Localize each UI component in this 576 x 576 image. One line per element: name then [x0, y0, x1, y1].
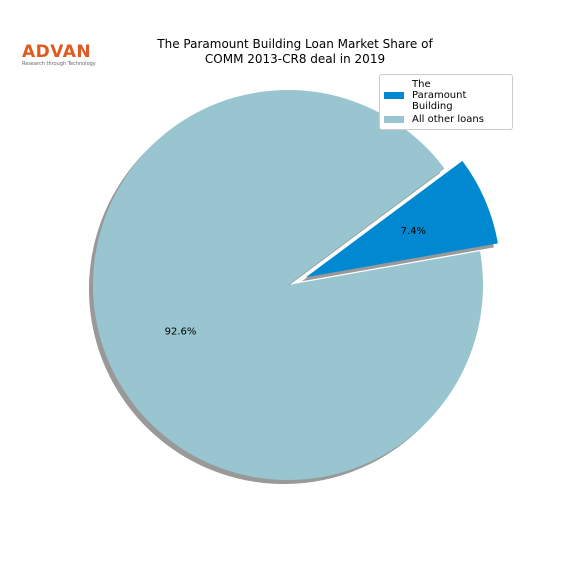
legend-swatch	[384, 92, 404, 99]
legend: The Paramount Building All other loans	[379, 74, 513, 130]
legend-item: The Paramount Building	[380, 78, 512, 113]
slice	[93, 89, 483, 480]
logo: ADVAN Research through Technology	[22, 42, 96, 67]
logo-name: ADVAN	[22, 42, 92, 62]
pct-label: 92.6%	[165, 326, 197, 337]
slice	[305, 160, 498, 278]
legend-label: The Paramount Building	[412, 79, 467, 112]
legend-swatch	[384, 116, 404, 123]
legend-label: All other loans	[412, 114, 484, 125]
pct-label: 7.4%	[401, 226, 426, 237]
logo-tagline: Research through Technology	[22, 61, 96, 67]
legend-item: All other loans	[380, 113, 512, 126]
chart-title: The Paramount Building Loan Market Share…	[157, 37, 433, 66]
